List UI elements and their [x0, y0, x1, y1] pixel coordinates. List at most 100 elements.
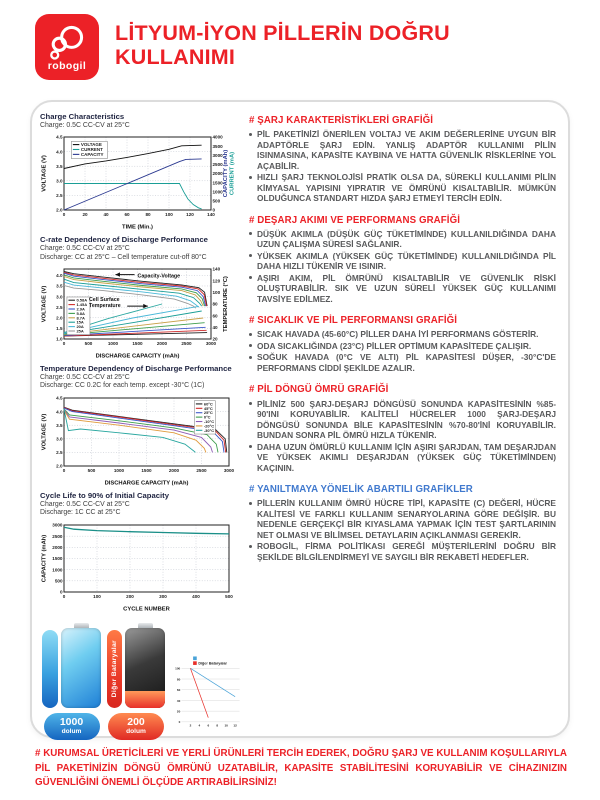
svg-text:Cell Surface: Cell Surface — [89, 297, 120, 303]
svg-text:60°C: 60°C — [204, 401, 213, 406]
svg-text:CAPACITY: CAPACITY — [81, 152, 104, 157]
page-title-line1: LİTYUM-İYON PİLLERİN DOĞRU — [115, 21, 450, 45]
svg-text:-30°C: -30°C — [204, 428, 214, 433]
bullet-item: SICAK HAVADA (45-60°C) PİLLER DAHA İYİ P… — [249, 329, 556, 340]
cycle-life-chart: 0 100 200 300 400 500 0 500 1000 1500 2000 2500 3000… — [42, 523, 234, 612]
chart-title: Cycle Life to 90% of Initial Capacity — [40, 491, 170, 500]
svg-text:40: 40 — [213, 325, 219, 330]
svg-text:25A: 25A — [76, 329, 83, 334]
svg-text:CAPACITY (mAh): CAPACITY (mAh) — [223, 150, 229, 198]
svg-text:0.58A: 0.58A — [76, 298, 87, 303]
svg-text:500: 500 — [85, 341, 93, 346]
svg-text:100: 100 — [165, 212, 173, 217]
svg-text:0: 0 — [63, 341, 66, 346]
svg-text:45°C: 45°C — [204, 406, 213, 411]
bullet-item: SOĞUK HAVADA (0°C VE ALTI) PİL KAPASİTES… — [249, 352, 556, 373]
section-heading: # SICAKLIK VE PİL PERFORMANSI GRAFİĞİ — [249, 315, 458, 327]
svg-text:DISCHARGE CAPACITY (mAh): DISCHARGE CAPACITY (mAh) — [105, 481, 189, 487]
svg-text:100: 100 — [213, 290, 221, 295]
chart-title: C-rate Dependency of Discharge Performan… — [40, 235, 208, 245]
svg-text:80: 80 — [145, 212, 151, 217]
full-battery-icon — [61, 622, 101, 708]
svg-text:8.7A: 8.7A — [76, 315, 85, 320]
chart-subtitle: Discharge: CC at 25°C – Cell temperature… — [40, 253, 207, 261]
bullet-item: YÜKSEK AKIMLA (YÜKSEK GÜÇ TÜKETİMİNDE) K… — [249, 251, 556, 272]
svg-text:-10°C: -10°C — [204, 419, 214, 424]
svg-text:CURRENT (mA): CURRENT (mA) — [230, 152, 236, 195]
section-misleading-charts: # YANILTMAYA YÖNELİK ABARTILI GRAFİKLER … — [249, 484, 556, 563]
battery-group-robogil: 1000 dolum — [42, 622, 101, 740]
chart-block-temperature: Temperature Dependency of Discharge Perf… — [40, 364, 242, 486]
chart-subtitle: Charge: 0.5C CC-CV at 25°C — [40, 373, 130, 381]
svg-text:1500: 1500 — [141, 468, 152, 473]
section-discharge: # DEŞARJ AKIMI VE PERFORMANS GRAFİĞİ DÜŞ… — [249, 215, 556, 306]
svg-text:2.5: 2.5 — [56, 450, 63, 455]
svg-text:2500: 2500 — [52, 534, 63, 539]
cycles-badge-1000: 1000 dolum — [43, 712, 100, 740]
svg-text:3000: 3000 — [206, 341, 217, 346]
svg-text:VOLTAGE: VOLTAGE — [81, 142, 102, 147]
svg-text:400: 400 — [192, 594, 200, 599]
svg-text:140: 140 — [213, 267, 221, 272]
svg-text:1000: 1000 — [108, 341, 119, 346]
svg-text:1500: 1500 — [132, 341, 143, 346]
bullet-list: DÜŞÜK AKIMLA (DÜŞÜK GÜÇ TÜKETİMİNDE) KUL… — [249, 229, 556, 305]
svg-text:20: 20 — [177, 709, 181, 713]
svg-text:0: 0 — [60, 590, 63, 595]
robogil-logo-icon — [50, 26, 84, 60]
svg-text:CYCLE NUMBER: CYCLE NUMBER — [123, 606, 171, 612]
svg-text:4.0: 4.0 — [56, 273, 63, 278]
svg-text:0: 0 — [213, 208, 216, 213]
svg-text:3.0: 3.0 — [56, 437, 63, 442]
bullet-item: PİLİNİZ 500 ŞARJ-DEŞARJ DÖNGÜSÜ SONUNDA … — [249, 399, 556, 441]
svg-text:80: 80 — [213, 302, 219, 307]
svg-text:Capacity-Voltage: Capacity-Voltage — [138, 274, 181, 280]
svg-text:0: 0 — [179, 720, 181, 724]
svg-text:TIME (Min.): TIME (Min.) — [122, 225, 153, 231]
section-cycle-life: # PİL DÖNGÜ ÖMRÜ GRAFİĞİ PİLİNİZ 500 ŞAR… — [249, 384, 556, 474]
charge-characteristics-chart: 0 20 40 60 80 100 120 140 2.0 2.5 3.0 3.5 4.0 4.5 0 500… — [42, 135, 236, 231]
bullet-item: ROBOGİL, FİRMA POLİTİKASI GEREĞİ MÜŞTERİ… — [249, 541, 556, 562]
svg-text:0: 0 — [63, 212, 66, 217]
svg-text:1500: 1500 — [52, 556, 63, 561]
svg-text:40: 40 — [177, 699, 181, 703]
svg-text:1.0: 1.0 — [56, 337, 63, 342]
crate-discharge-chart: 0 500 1000 1500 2000 2500 3000 1.0 1.5 2.0 2.5 3.0 3… — [42, 267, 230, 359]
page-title-line2: KULLANIMI — [115, 44, 236, 69]
svg-text:0: 0 — [63, 468, 66, 473]
bullet-item: ODA SICAKLIĞINDA (23°C) PİLLER OPTİMUM K… — [249, 341, 556, 352]
svg-text:4: 4 — [199, 724, 201, 728]
footer-note: # KURUMSAL ÜRETİCİLERİ VE YERLİ ÜRÜNLERİ… — [35, 748, 567, 789]
svg-text:500: 500 — [213, 199, 221, 204]
bullet-item: AŞIRI AKIM, PİL ÖMRÜNÜ KISALTABİLİR VE G… — [249, 273, 556, 305]
svg-text:4.0: 4.0 — [56, 409, 63, 414]
section-heading: # DEŞARJ AKIMI VE PERFORMANS GRAFİĞİ — [249, 214, 461, 226]
svg-text:VOLTAGE (V): VOLTAGE (V) — [42, 286, 48, 323]
svg-text:2000: 2000 — [213, 171, 224, 176]
svg-text:3000: 3000 — [224, 468, 235, 473]
bullet-list: PİLİNİZ 500 ŞARJ-DEŞARJ DÖNGÜSÜ SONUNDA … — [249, 399, 556, 474]
empty-battery-icon — [125, 622, 165, 708]
bullet-list: PİLLERİN KULLANIM ÖMRÜ HÜCRE TİPİ, KAPAS… — [249, 498, 556, 562]
svg-text:500: 500 — [88, 468, 96, 473]
chart-subtitle: Charge: 0.5C CC-CV at 25°C — [40, 500, 130, 508]
svg-text:1.45A: 1.45A — [76, 302, 87, 307]
svg-text:2.5: 2.5 — [56, 305, 63, 310]
svg-text:300: 300 — [159, 594, 167, 599]
svg-text:3000: 3000 — [52, 523, 63, 528]
robogil-logo: robogil — [35, 14, 99, 80]
bullet-item: HIZLI ŞARJ TEKNOLOJİSİ PRATİK OLSA DA, S… — [249, 172, 556, 204]
chart-title: Temperature Dependency of Discharge Perf… — [40, 364, 232, 374]
bullet-item: DÜŞÜK AKIMLA (DÜŞÜK GÜÇ TÜKETİMİNDE) KUL… — [249, 229, 556, 250]
svg-text:4.5: 4.5 — [56, 135, 63, 140]
content-card: Charge Characteristics Charge: 0.5C CC-C… — [30, 100, 570, 740]
svg-text:2000: 2000 — [52, 545, 63, 550]
section-temperature: # SICAKLIK VE PİL PERFORMANSI GRAFİĞİ SI… — [249, 315, 556, 374]
battery-lifespan-mini-chart: 2 4 6 8 10 12 0 20 40 60 80 100 Diğer Bataryalar — [175, 656, 240, 728]
svg-text:120: 120 — [213, 278, 221, 283]
svg-text:100: 100 — [175, 667, 180, 671]
svg-text:20: 20 — [213, 337, 219, 342]
other-batteries-label: Diğer Bataryalar — [111, 640, 118, 698]
svg-text:3.0: 3.0 — [56, 294, 63, 299]
svg-text:5.8A: 5.8A — [76, 311, 85, 316]
